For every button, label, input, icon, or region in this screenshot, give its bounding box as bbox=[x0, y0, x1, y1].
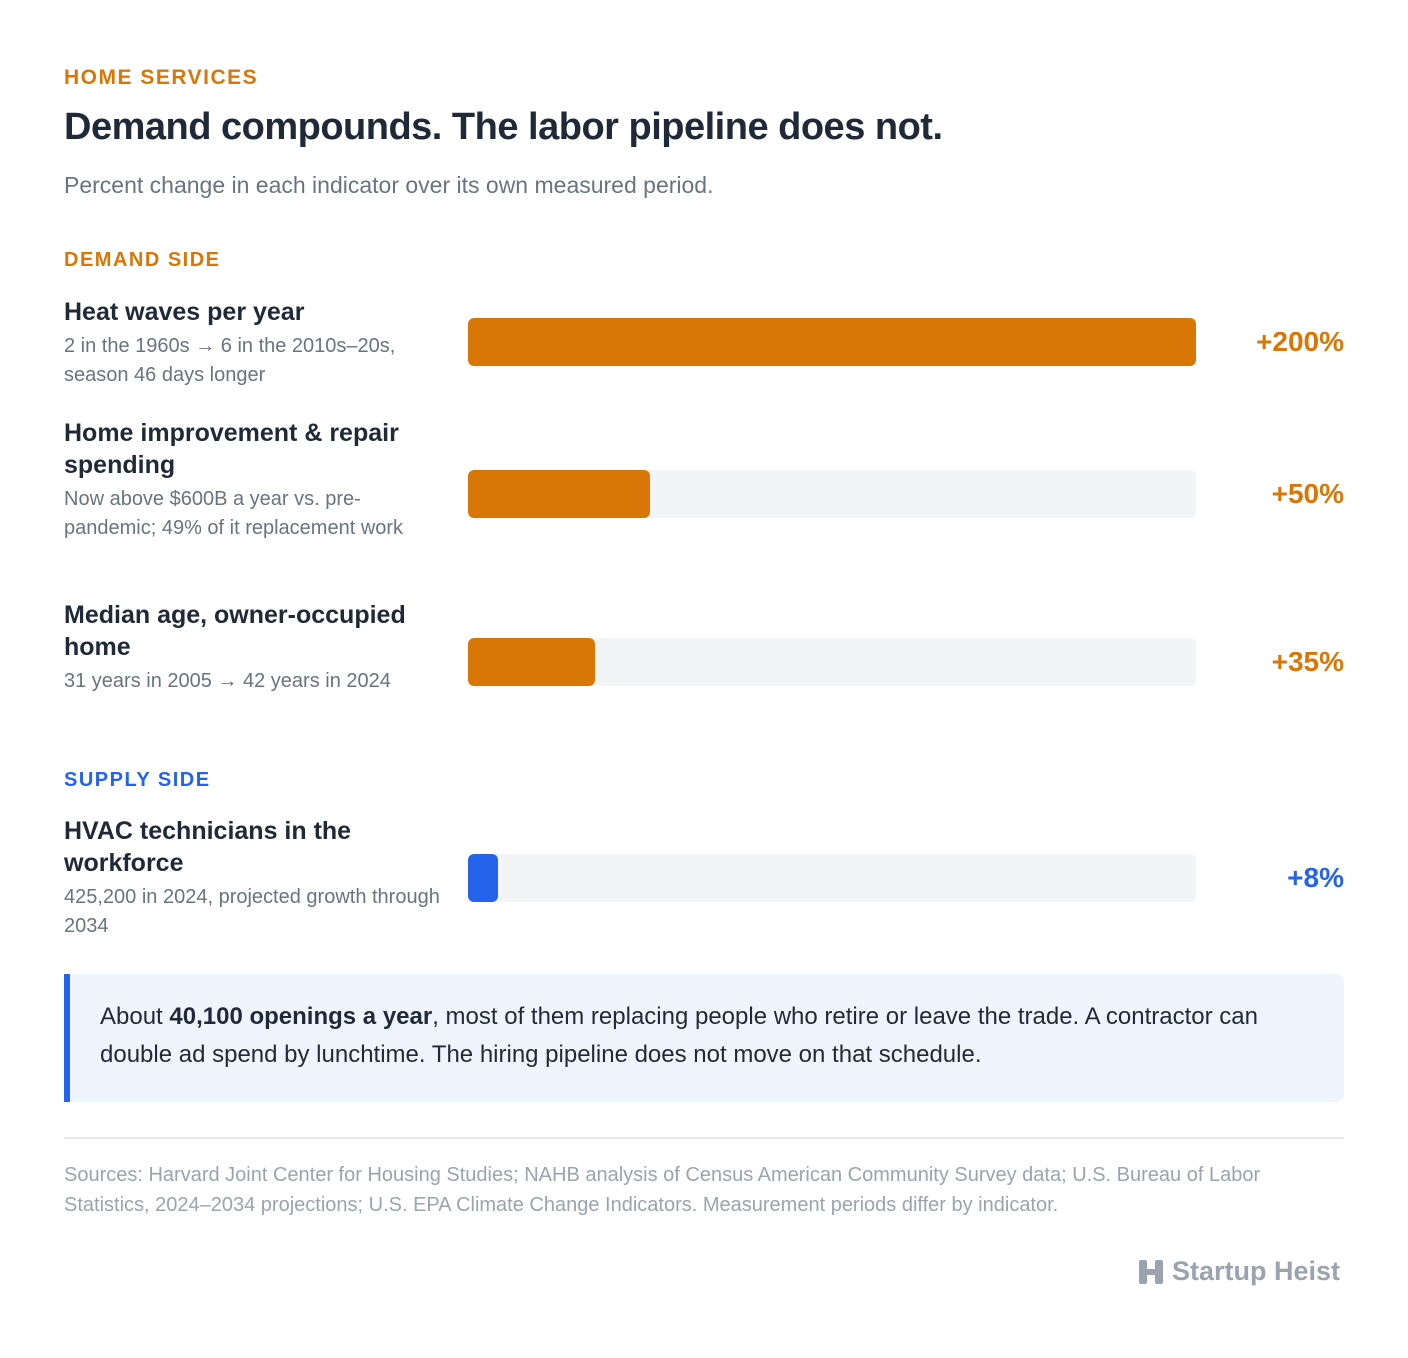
bar-fill bbox=[468, 470, 650, 518]
bar-track bbox=[468, 854, 1196, 902]
bar-value-label: +35% bbox=[1271, 646, 1344, 677]
callout-highlight: 40,100 openings a year bbox=[169, 1003, 433, 1030]
page-title: Demand compounds. The labor pipeline doe… bbox=[64, 106, 943, 148]
bar-row-text: Home improvement & repair spending Now a… bbox=[64, 417, 449, 543]
bar-row-text: HVAC technicians in the workforce 425,20… bbox=[64, 815, 449, 941]
bar-value-label: +200% bbox=[1256, 326, 1344, 357]
callout-box: About 40,100 openings a year, most of th… bbox=[64, 974, 1344, 1102]
callout-prefix: About bbox=[100, 1003, 170, 1030]
bar-note: 31 years in 2005 → 42 years in 2024 bbox=[64, 670, 391, 692]
brand: Startup Heist bbox=[1138, 1256, 1340, 1287]
brand-name: Startup Heist bbox=[1171, 1256, 1340, 1286]
bar-label: Home improvement & repair spending bbox=[64, 419, 399, 479]
bar-track bbox=[468, 638, 1196, 686]
callout-suffix: , most of them replacing people who reti… bbox=[100, 1003, 1258, 1068]
bar-label: Median age, owner-occupied home bbox=[64, 601, 406, 661]
bar-fill bbox=[468, 318, 1196, 366]
sources-note: Sources: Harvard Joint Center for Housin… bbox=[64, 1164, 1261, 1216]
divider bbox=[64, 1137, 1344, 1139]
bar-note: 425,200 in 2024, projected growth throug… bbox=[64, 886, 440, 937]
bar-label: HVAC technicians in the workforce bbox=[64, 817, 352, 877]
bar-fill bbox=[468, 854, 498, 902]
bar-fill bbox=[468, 638, 595, 686]
bar-value-label: +8% bbox=[1287, 862, 1344, 893]
bar-label: Heat waves per year bbox=[64, 298, 305, 326]
bar-track bbox=[468, 470, 1196, 518]
eyebrow: HOME SERVICES bbox=[64, 66, 259, 89]
page-subtitle: Percent change in each indicator over it… bbox=[64, 172, 714, 198]
bar-note: Now above $600B a year vs. pre-pandemic;… bbox=[64, 488, 404, 539]
section-label-demand: DEMAND SIDE bbox=[64, 249, 221, 271]
bar-note: 2 in the 1960s → 6 in the 2010s–20s, sea… bbox=[64, 335, 396, 386]
bar-track bbox=[468, 318, 1196, 366]
heist-logo-icon bbox=[1138, 1259, 1163, 1284]
section-label-supply: SUPPLY SIDE bbox=[64, 769, 211, 791]
bar-value-label: +50% bbox=[1271, 478, 1344, 509]
bar-row-text: Median age, owner-occupied home 31 years… bbox=[64, 599, 449, 696]
bar-row-text: Heat waves per year 2 in the 1960s → 6 i… bbox=[64, 296, 449, 390]
